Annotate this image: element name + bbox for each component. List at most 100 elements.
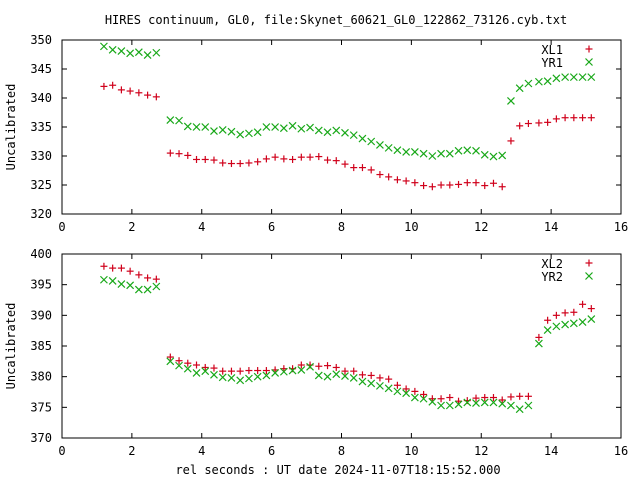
yr2-point <box>279 367 288 376</box>
xl1-point <box>254 158 262 166</box>
yr1-point <box>306 123 314 132</box>
yr2-point <box>587 315 596 323</box>
xl2-point <box>254 367 262 375</box>
xl2-point <box>420 390 428 398</box>
xl1-point <box>324 156 332 164</box>
yr1-point <box>428 152 437 160</box>
xl1-point <box>332 157 340 165</box>
yr1-point <box>402 148 411 156</box>
yr1-point <box>279 124 288 133</box>
y-tick-label: 320 <box>30 207 52 221</box>
x-tick-label: 4 <box>198 220 205 234</box>
xl2-point <box>516 392 524 400</box>
xl2-point <box>587 305 595 313</box>
xl1-point <box>428 183 436 191</box>
legend-marker-yr1 <box>585 58 593 66</box>
xl1-point <box>393 176 401 184</box>
xl2-point <box>367 371 375 379</box>
xl1-point <box>193 155 201 163</box>
xl2-point <box>446 394 454 402</box>
xl2-point <box>402 385 410 393</box>
yr2-point <box>489 398 498 407</box>
top-plot-frame <box>61 39 622 215</box>
yr1-point <box>210 127 218 135</box>
xl1-point <box>135 89 143 97</box>
y-tick-label: 395 <box>30 278 52 292</box>
legend-label-xl2: XL2 <box>541 257 563 271</box>
xl1-point <box>376 171 384 179</box>
xl2-point <box>126 267 134 275</box>
xl1-point <box>245 159 253 167</box>
yr2-point <box>253 372 262 381</box>
xl2-point <box>332 363 340 371</box>
top-panel: 0 2 4 6 8 10 12 14 16 320 325 330 335 340 345 350 Uncal… <box>4 33 628 234</box>
xl1-point <box>236 160 244 168</box>
yr2-point <box>437 401 445 410</box>
xl1-point <box>489 179 497 187</box>
yr1-point <box>489 152 498 161</box>
xl1-point <box>385 173 393 181</box>
xl1-point <box>498 183 506 191</box>
xl2-point <box>219 367 227 375</box>
xl2-point <box>193 361 201 369</box>
xl2-point <box>245 367 253 375</box>
xl1-point <box>262 155 270 163</box>
yr2-point <box>561 320 570 329</box>
x-tick-label: 2 <box>128 220 135 234</box>
xl2-point <box>135 271 143 279</box>
yr1-point <box>419 149 428 158</box>
xl2-point <box>498 396 506 404</box>
xl2-point <box>579 300 587 308</box>
yr2-point <box>134 285 143 294</box>
xl1-point <box>358 164 366 172</box>
xl1-point <box>587 114 595 122</box>
xl2-point <box>227 367 235 375</box>
x-tick-label: 8 <box>338 444 345 458</box>
xl2-point <box>489 394 497 402</box>
xl1-point <box>109 81 117 89</box>
yr2-point <box>419 394 428 403</box>
yr1-point <box>262 123 271 131</box>
xl2-point <box>393 381 401 389</box>
yr2-point <box>288 366 297 375</box>
y-tick-label: 345 <box>30 62 52 76</box>
yr2-point <box>175 361 183 370</box>
yr2-point <box>410 393 419 402</box>
yr2-point <box>297 365 306 374</box>
yr1-point <box>143 51 152 60</box>
xl1-point <box>463 179 471 187</box>
yr1-point <box>445 149 454 158</box>
bottom-panel: 0 2 4 6 8 10 12 14 16 370 375 380 385 390 395 400 Uncal… <box>4 247 628 458</box>
xl2-point <box>385 375 393 383</box>
bottom-y-axis-label: Uncalibrated <box>4 303 18 390</box>
xl2-point <box>175 357 183 365</box>
xl1-point <box>544 118 552 126</box>
x-tick-label: 10 <box>404 444 418 458</box>
xl2-point <box>109 264 117 272</box>
yr1-point <box>183 122 192 131</box>
xl2-point <box>201 363 209 371</box>
yr2-point <box>332 370 341 379</box>
y-tick-label: 400 <box>30 247 52 261</box>
xl1-point <box>446 181 454 189</box>
yr2-point <box>262 371 271 380</box>
yr2-point <box>323 372 332 381</box>
x-tick-label: 0 <box>58 220 65 234</box>
yr2-point <box>543 326 552 334</box>
x-tick-label: 8 <box>338 220 345 234</box>
yr1-point <box>134 48 143 57</box>
yr2-point <box>183 364 192 373</box>
xl1-point <box>535 119 543 127</box>
yr1-point <box>515 84 524 93</box>
xl1-point <box>437 181 445 189</box>
y-tick-label: 375 <box>30 400 52 414</box>
xl1-point <box>126 87 134 95</box>
xl2-point <box>437 395 445 403</box>
y-tick-label: 330 <box>30 149 52 163</box>
xl1-point <box>289 155 297 163</box>
yr2-point <box>428 397 437 406</box>
xl1-point <box>184 151 192 159</box>
y-tick-label: 340 <box>30 91 52 105</box>
xl2-point <box>324 362 332 370</box>
xl1-point <box>420 182 428 190</box>
